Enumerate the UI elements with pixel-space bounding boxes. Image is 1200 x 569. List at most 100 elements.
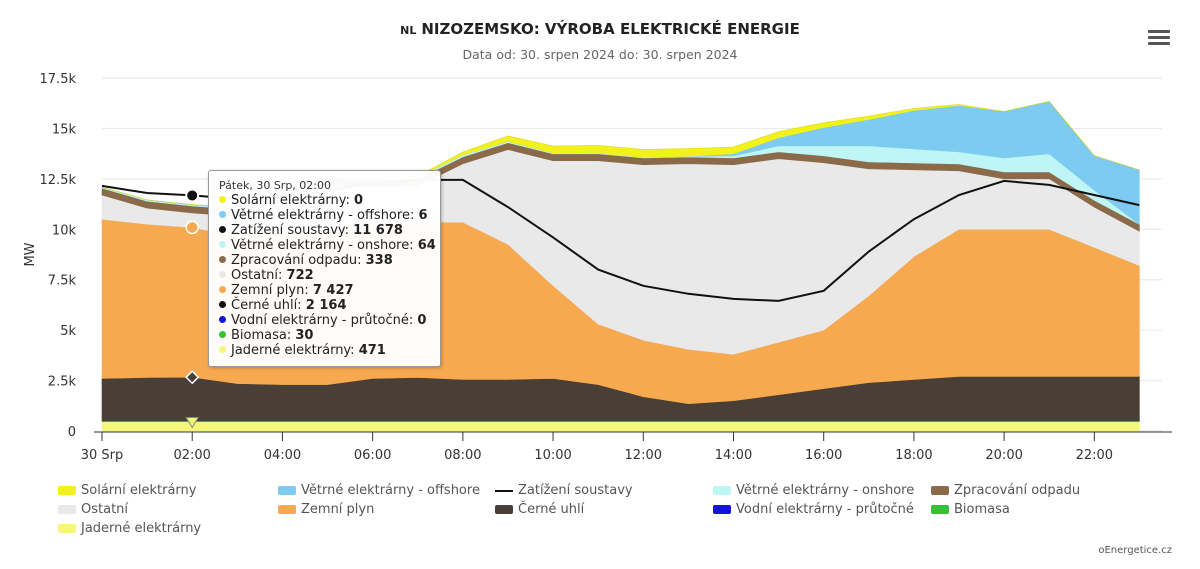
tooltip: Pátek, 30 Srp, 02:00 Solární elektrárny:… [208,170,441,367]
legend-label: Jaderné elektrárny [81,521,202,536]
legend-label: Černé uhlí [518,502,585,517]
hamburger-menu-icon[interactable] [1148,30,1170,48]
tooltip-row: Solární elektrárny: 0 [219,193,363,208]
y-axis-label: MW [23,242,38,266]
tooltip-value: 471 [358,343,386,358]
legend-swatch [495,505,513,514]
legend-label: Zpracování odpadu [954,483,1081,498]
hover-marker-gas [185,220,199,235]
legend-label: Vodní elektrárny - průtočné [736,502,914,517]
legend-swatch [278,505,296,514]
tooltip-label: Zatížení soustavy: [231,223,354,238]
tooltip-label: Černé uhlí: [231,298,306,313]
y-tick-label: 2.5k [48,375,77,390]
tooltip-label: Biomasa: [231,328,296,343]
tooltip-row: Vodní elektrárny - průtočné: 0 [219,313,426,328]
x-tick-label: 18:00 [895,448,932,463]
x-tick-label: 16:00 [805,448,842,463]
tooltip-dot [219,316,226,323]
hover-marker-nuclear [185,416,200,429]
tooltip-value: 338 [365,253,393,268]
y-tick-label: 7.5k [48,274,77,289]
chart-title: NL NIZOZEMSKO: VÝROBA ELEKTRICKÉ ENERGIE [0,20,1200,38]
tooltip-dot [219,196,226,203]
x-tick-label: 30 Srp [81,448,124,463]
tooltip-value: 11 678 [353,223,403,238]
tooltip-label: Zemní plyn: [231,283,313,298]
legend-swatch [58,505,76,514]
tooltip-dot [219,271,226,278]
legend-label: Zatížení soustavy [518,483,633,498]
legend-swatch [495,490,513,492]
y-tick-label: 5k [60,324,76,339]
tooltip-label: Ostatní: [231,268,287,283]
tooltip-label: Solární elektrárny: [231,193,355,208]
tooltip-row: Ostatní: 722 [219,268,314,283]
tooltip-dot [219,301,226,308]
legend-swatch [713,505,731,514]
x-tick-label: 12:00 [625,448,662,463]
tooltip-label: Vodní elektrárny - průtočné: [231,313,418,328]
tooltip-value: 7 427 [312,283,354,298]
tooltip-row: Biomasa: 30 [219,328,313,343]
tooltip-dot [219,241,226,248]
chart-title-text: NIZOZEMSKO: VÝROBA ELEKTRICKÉ ENERGIE [421,20,800,38]
legend-swatch [278,486,296,495]
tooltip-row: Zatížení soustavy: 11 678 [219,223,403,238]
legend-swatch [58,486,76,495]
tooltip-row: Zemní plyn: 7 427 [219,283,354,298]
x-tick-label: 14:00 [715,448,752,463]
y-tick-label: 12.5k [40,173,77,188]
legend-label: Ostatní [81,502,129,517]
x-tick-label: 20:00 [985,448,1022,463]
x-tick-label: 06:00 [354,448,391,463]
tooltip-value: 64 [417,238,436,253]
tooltip-value: 0 [417,313,427,328]
tooltip-row: Jaderné elektrárny: 471 [219,343,386,358]
chart-svg: 0 2.5k 5k 7.5k 10k 12.5k 15k 17.5k MW 30 Srp 02:00… [23,72,1172,463]
tooltip-value: 6 [418,208,428,223]
x-tick-label: 22:00 [1076,448,1113,463]
tooltip-dot [219,211,226,218]
tooltip-label: Větrné elektrárny - onshore: [231,238,418,253]
legend-label: Solární elektrárny [81,483,197,498]
credit: oEnergetice.cz [1098,545,1172,556]
tooltip-row: Větrné elektrárny - onshore: 64 [219,238,436,253]
legend-label: Zemní plyn [301,502,375,517]
tooltip-label: Větrné elektrárny - offshore: [231,208,419,223]
tooltip-row: Zpracování odpadu: 338 [219,253,393,268]
legend-label: Větrné elektrárny - offshore [301,483,480,498]
tooltip-dot [219,256,226,263]
x-tick-label: 10:00 [534,448,571,463]
tooltip-value: 2 164 [305,298,347,313]
y-tick-label: 15k [52,122,77,137]
tooltip-value: 722 [286,268,314,283]
tooltip-dot [219,286,226,293]
x-tick-label: 02:00 [173,448,210,463]
tooltip-value: 30 [295,328,314,343]
legend-label: Biomasa [954,502,1010,517]
x-tick-label: 08:00 [444,448,481,463]
y-tick-label: 0 [68,425,76,440]
tooltip-row: Větrné elektrárny - offshore: 6 [219,208,428,223]
hover-marker-load [185,188,200,203]
hover-marker-coal [185,370,200,385]
tooltip-value: 0 [354,193,364,208]
tooltip-row: Černé uhlí: 2 164 [219,298,347,313]
tooltip-dot [219,226,226,233]
legend-swatch [58,524,76,533]
legend-swatch [931,486,949,495]
y-tick-label: 17.5k [40,72,77,87]
tooltip-dot [219,331,226,338]
tooltip-label: Zpracování odpadu: [231,253,366,268]
tooltip-header: Pátek, 30 Srp, 02:00 [219,179,331,192]
legend-swatch [713,486,731,495]
area-jadern-elektr-rny [101,421,1140,432]
legend-swatch [931,505,949,514]
country-code: NL [400,24,417,37]
x-tick-label: 04:00 [264,448,301,463]
chart-subtitle: Data od: 30. srpen 2024 do: 30. srpen 20… [462,47,738,62]
legend-label: Větrné elektrárny - onshore [736,483,915,498]
area-sol-rn-elektr-rny [101,101,1140,209]
tooltip-label: Jaderné elektrárny: [231,343,359,358]
